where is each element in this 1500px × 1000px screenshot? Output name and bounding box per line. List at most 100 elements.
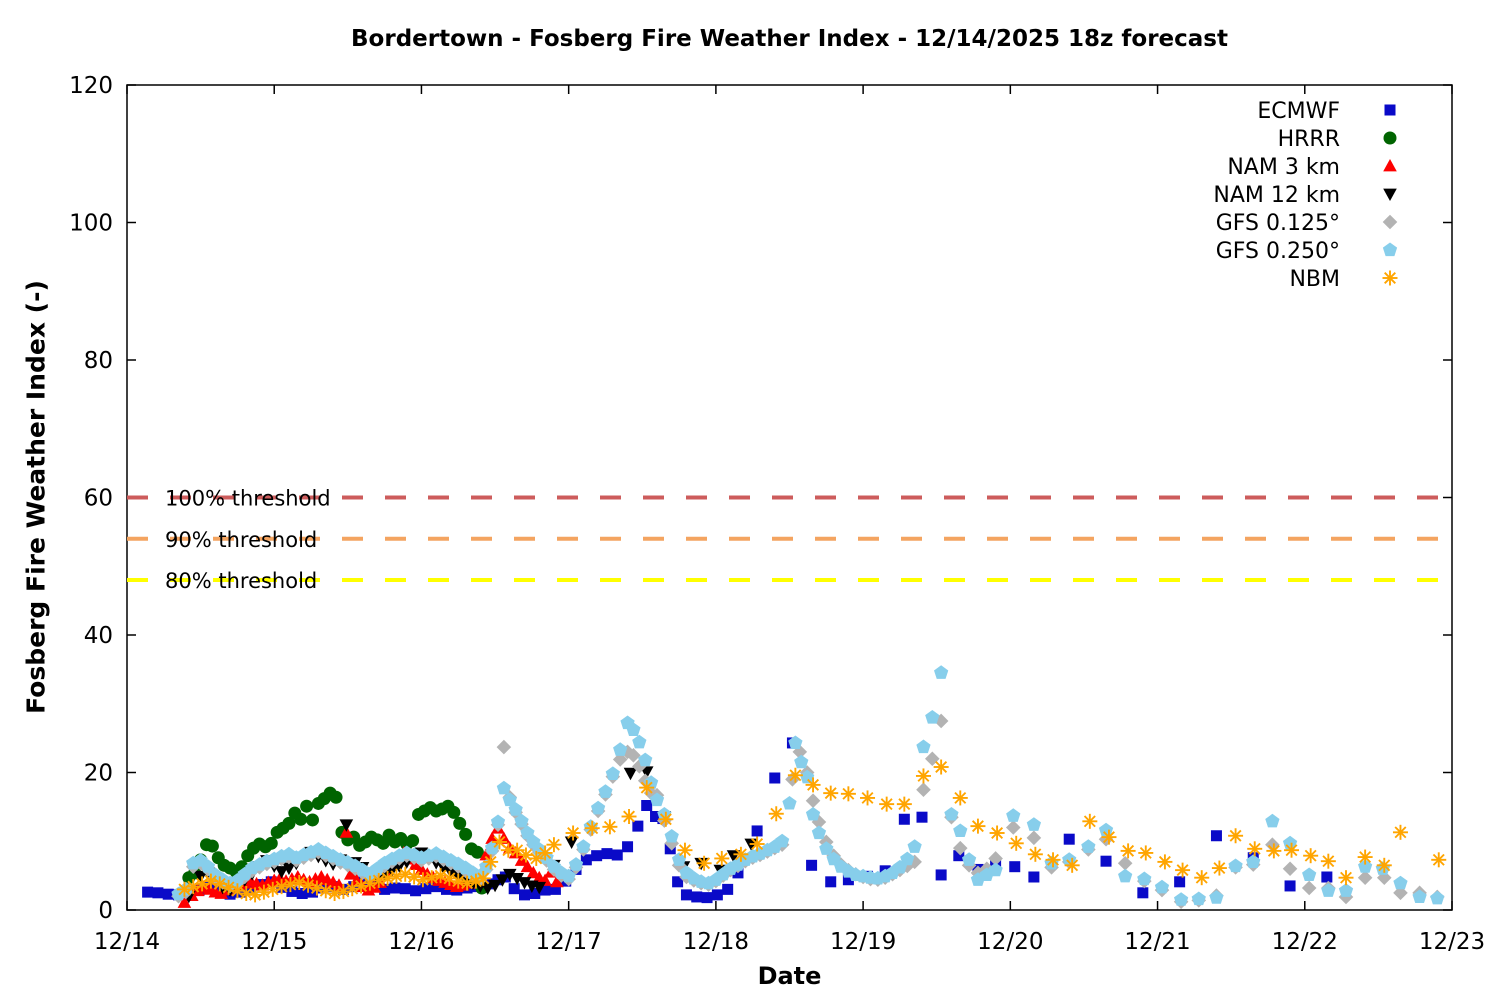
nbm-point — [399, 868, 412, 881]
gfs-0-250-point — [819, 841, 834, 855]
gfs-0-250-point — [561, 868, 576, 883]
gfs-0-125-point — [1005, 820, 1021, 835]
nam-3-km-point — [177, 895, 192, 908]
ecmwf-point — [1174, 876, 1186, 888]
ecmwf-point — [591, 850, 603, 862]
nbm-point — [222, 881, 235, 894]
y-tick-label: 40 — [84, 623, 113, 649]
nam-12-km-point — [274, 866, 289, 879]
nbm-point — [293, 876, 306, 889]
gfs-0-250-point — [568, 857, 584, 871]
chart-title: Bordertown - Fosberg Fire Weather Index … — [351, 26, 1228, 52]
hrrr-point — [406, 834, 420, 848]
ecmwf-point — [691, 891, 703, 903]
gfs-0-250-point — [484, 840, 500, 855]
y-tick-label: 60 — [84, 486, 113, 512]
x-tick-label: 12/18 — [683, 929, 749, 955]
nbm-point — [861, 791, 874, 804]
nam-3-km-point — [526, 865, 541, 879]
nbm-point — [1029, 848, 1042, 861]
nbm-point — [204, 875, 217, 888]
gfs-0-125-point — [1376, 870, 1392, 885]
nbm-point — [715, 852, 728, 865]
nbm-point — [1158, 855, 1171, 868]
gfs-0-250-point — [613, 742, 628, 756]
gfs-0-250-point — [1393, 875, 1408, 890]
nbm-point — [1285, 844, 1298, 857]
ecmwf-point — [389, 882, 401, 894]
gfs-0-250-point — [1302, 867, 1317, 882]
nbm-point — [231, 884, 244, 897]
x-tick-label: 12/19 — [830, 929, 896, 955]
hrrr-point — [205, 839, 219, 853]
gfs-0-125-point — [1338, 889, 1354, 905]
nbm-point — [770, 807, 783, 820]
gfs-0-250-point — [664, 828, 679, 843]
nam-12-km-point — [510, 872, 524, 886]
ecmwf-point — [420, 883, 432, 895]
x-axis-title: Date — [757, 962, 822, 990]
gfs-0-125-point — [496, 739, 512, 755]
ecmwf-point — [953, 850, 965, 862]
nbm-point — [502, 844, 515, 857]
ecmwf-point — [410, 885, 422, 897]
ecmwf-point — [519, 889, 530, 901]
nam-12-km-point — [623, 767, 638, 781]
gfs-0-250-point — [1191, 891, 1206, 906]
x-tick-label: 12/15 — [241, 929, 307, 955]
nam-12-km-point — [488, 879, 502, 893]
nam-12-km-point — [480, 882, 495, 895]
nam-3-km-point — [349, 873, 364, 886]
ecmwf-point — [286, 885, 298, 897]
gfs-0-125-point — [1301, 880, 1317, 896]
x-tick-label: 12/17 — [536, 929, 602, 955]
nam-12-km-point — [564, 836, 579, 849]
nbm-point — [1083, 815, 1096, 828]
ecmwf-point — [680, 889, 692, 901]
legend-label-gfs-0-125: GFS 0.125° — [1216, 211, 1340, 236]
ecmwf-point — [711, 889, 723, 901]
gfs-0-250-point — [944, 806, 959, 821]
nbm-point — [1229, 829, 1242, 842]
gfs-0-125-point — [626, 748, 641, 763]
gfs-0-250-point — [1209, 890, 1224, 904]
nam-3-km-point — [408, 857, 423, 871]
nam-12-km-point — [502, 868, 517, 882]
gfs-0-250-point — [900, 851, 915, 866]
nbm-point — [310, 882, 323, 894]
gfs-0-125-point — [1357, 870, 1373, 885]
nbm-point — [807, 778, 820, 791]
hrrr-point — [294, 812, 308, 826]
nbm-point — [640, 781, 653, 794]
gfs-0-250-point — [916, 739, 931, 754]
ecmwf-point — [1210, 830, 1222, 842]
gfs-0-250-point — [626, 722, 641, 736]
gfs-0-250-point — [961, 852, 977, 866]
ecmwf-point — [1321, 871, 1333, 883]
nbm-point — [381, 872, 394, 885]
ecmwf-point — [916, 811, 928, 823]
nbm-point — [1378, 859, 1391, 872]
nbm-point — [511, 844, 524, 857]
ecmwf-point — [492, 874, 504, 886]
gfs-0-250-point — [1137, 871, 1152, 886]
legend-marker-gfs-0-125 — [1382, 214, 1398, 230]
gfs-0-250-point — [508, 802, 523, 816]
nam-3-km-point — [343, 867, 358, 880]
nbm-point — [935, 761, 948, 773]
ecmwf-point — [1284, 880, 1296, 892]
legend-label-nam-12-km: NAM 12 km — [1213, 183, 1340, 208]
nbm-point — [698, 857, 711, 870]
gfs-0-250-point — [1006, 808, 1021, 822]
gfs-0-125-point — [805, 793, 821, 808]
gfs-0-250-point — [520, 825, 535, 840]
gfs-0-250-point — [1358, 859, 1373, 873]
gfs-0-125-point — [933, 713, 949, 729]
nbm-point — [1122, 844, 1135, 857]
nam-12-km-point — [193, 870, 208, 884]
legend-label-nam-3-km: NAM 3 km — [1227, 155, 1340, 180]
legend-label-nbm: NBM — [1289, 267, 1340, 292]
gfs-0-250-point — [907, 839, 922, 853]
nbm-point — [567, 827, 580, 839]
